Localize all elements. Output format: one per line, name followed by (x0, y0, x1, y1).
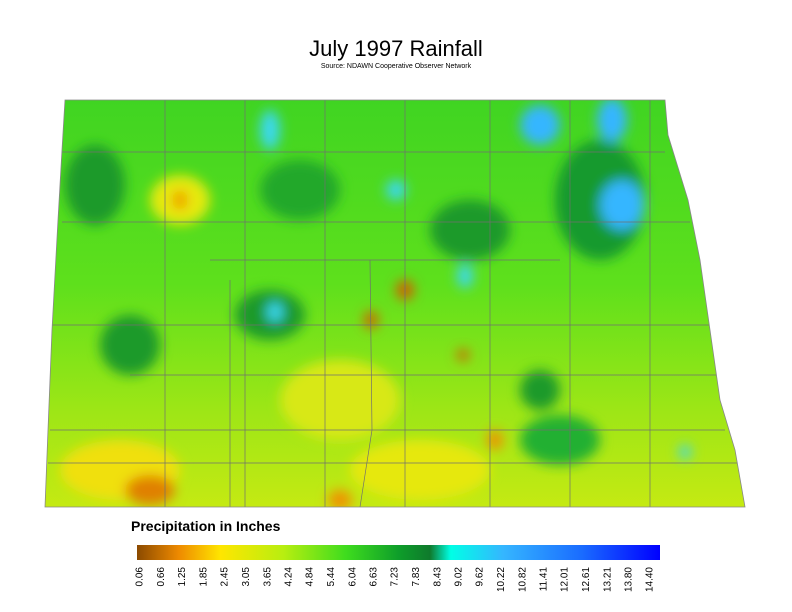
legend-tick-label: 6.04 (347, 567, 358, 587)
title: July 1997 Rainfall (309, 36, 483, 61)
legend-title: Precipitation in Inches (131, 518, 281, 534)
legend-tick-label: 12.01 (560, 567, 571, 592)
legend-tick-label: 7.23 (390, 567, 401, 587)
legend-tick-label: 9.02 (453, 567, 464, 587)
legend-tick-label: 13.80 (623, 567, 634, 592)
source: Source: NDAWN Cooperative Observer Netwo… (321, 63, 472, 70)
legend-tick-label: 0.66 (156, 567, 167, 587)
map (45, 100, 745, 507)
legend-tick-label: 2.45 (220, 567, 231, 587)
legend-tick-label: 7.83 (411, 567, 422, 587)
legend-tick-label: 4.24 (283, 567, 294, 587)
legend-tick-label: 11.41 (538, 567, 549, 592)
legend-tick-label: 8.43 (432, 567, 443, 587)
legend-tick-label: 5.44 (326, 567, 337, 587)
legend-tick-label: 12.61 (581, 567, 592, 592)
legend-tick-label: 1.85 (198, 567, 209, 587)
legend-tick-label: 0.06 (135, 567, 146, 587)
legend-tick-label: 1.25 (177, 567, 188, 587)
legend-tick-label: 6.63 (368, 567, 379, 587)
state-outline (44, 99, 746, 508)
legend-tick-label: 3.05 (241, 567, 252, 587)
legend-tick-label: 13.21 (602, 567, 613, 592)
legend-ticks: 0.06 0.66 1.25 1.85 2.45 3.05 3.65 4.24 4.84 5.44… (135, 567, 656, 592)
color-bar (137, 545, 660, 560)
legend-tick-label: 10.22 (496, 567, 507, 592)
legend-tick-label: 9.62 (475, 567, 486, 587)
legend-tick-label: 4.84 (305, 567, 316, 587)
legend-tick-label: 10.82 (517, 567, 528, 592)
legend-tick-label: 3.65 (262, 567, 273, 587)
legend-tick-label: 14.40 (645, 567, 656, 592)
